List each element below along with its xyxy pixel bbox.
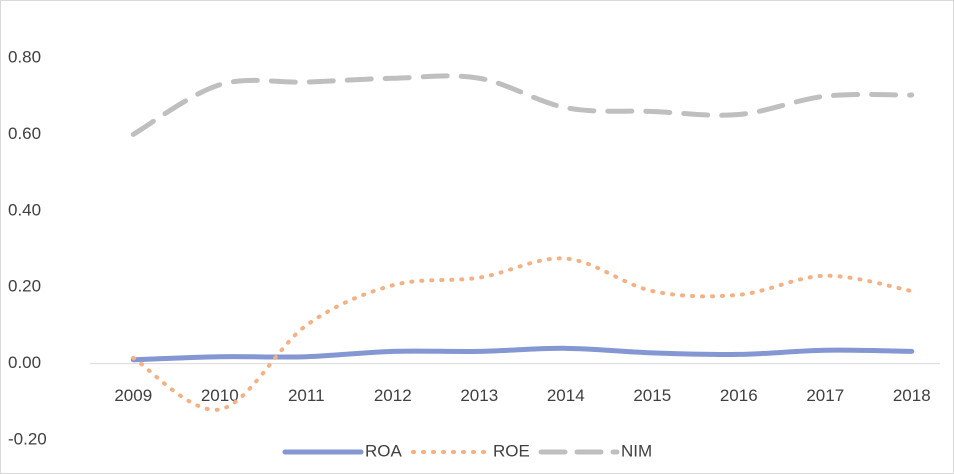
x-tick-label: 2014: [547, 386, 585, 405]
x-tick-label: 2011: [288, 386, 325, 405]
x-tick-label: 2013: [460, 386, 498, 405]
x-tick-label: 2018: [893, 386, 931, 405]
line-series: [130, 73, 915, 137]
x-tick-label: 2016: [720, 386, 758, 405]
legend-label: ROE: [493, 441, 530, 460]
y-tick-label: 0.20: [8, 277, 41, 296]
line-series: [131, 256, 914, 412]
legend-label: ROA: [365, 441, 403, 460]
y-tick-label: 0.00: [8, 353, 41, 372]
line-series: [130, 345, 915, 363]
x-tick-label: 2010: [201, 386, 239, 405]
x-tick-label: 2017: [806, 386, 844, 405]
x-tick-label: 2015: [633, 386, 671, 405]
y-tick-label: -0.20: [8, 429, 47, 448]
y-tick-label: 0.80: [8, 47, 41, 66]
x-tick-label: 2012: [374, 386, 412, 405]
x-tick-label: 2009: [114, 386, 152, 405]
y-tick-label: 0.40: [8, 200, 41, 219]
legend-label: NIM: [621, 441, 652, 460]
y-tick-label: 0.60: [8, 124, 41, 143]
